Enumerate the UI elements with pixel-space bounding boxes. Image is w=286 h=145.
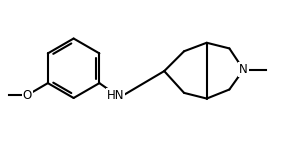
Text: HN: HN [107, 88, 124, 102]
Text: O: O [23, 88, 32, 102]
Text: N: N [239, 63, 248, 76]
